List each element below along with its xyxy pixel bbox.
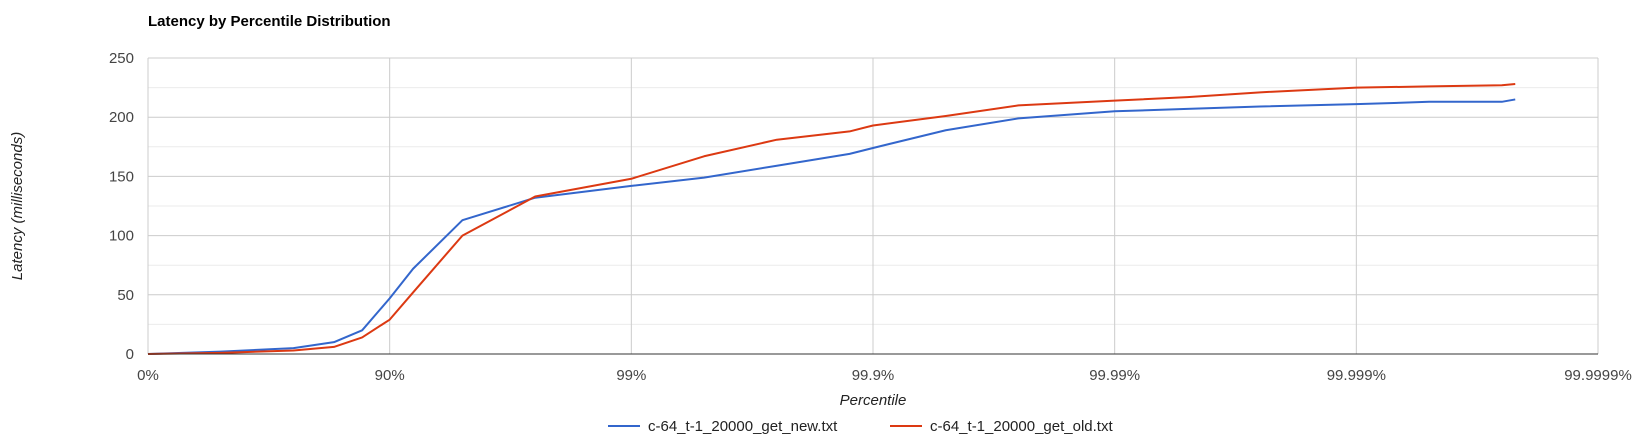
legend: c-64_t-1_20000_get_new.txt c-64_t-1_20000… [608, 418, 1113, 435]
chart-title: Latency by Percentile Distribution [148, 13, 391, 30]
x-tick-label: 99.99% [1089, 367, 1140, 384]
series-line-1 [147, 98, 1516, 355]
x-tick-label: 99.999% [1327, 367, 1386, 384]
x-tick-label: 0% [137, 367, 159, 384]
y-tick-label: 100 [109, 228, 134, 245]
y-tick-label: 200 [109, 109, 134, 126]
series-line-2 [147, 83, 1516, 355]
y-tick-label: 0 [126, 346, 134, 363]
y-tick-label: 50 [117, 287, 134, 304]
y-tick-label: 150 [109, 168, 134, 185]
x-tick-label: 99% [616, 367, 646, 384]
grid [147, 57, 1599, 354]
series-layer [147, 83, 1516, 355]
y-axis-title: Latency (milliseconds) [9, 132, 26, 280]
axes: 0 50 100 150 200 250 0% 90% 99% 99.9% 99.99% 99.999… [109, 50, 1632, 384]
x-tick-label: 90% [375, 367, 405, 384]
x-axis-title: Percentile [840, 392, 907, 409]
legend-label-2: c-64_t-1_20000_get_old.txt [930, 418, 1113, 435]
y-tick-label: 250 [109, 50, 134, 67]
x-tick-label: 99.9% [852, 367, 895, 384]
legend-label-1: c-64_t-1_20000_get_new.txt [648, 418, 838, 435]
x-tick-label: 99.9999% [1564, 367, 1632, 384]
